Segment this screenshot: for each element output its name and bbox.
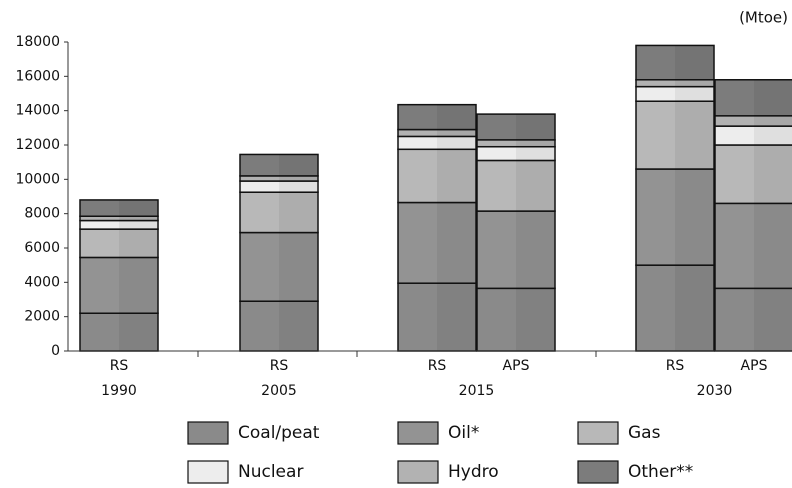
bar-shade (437, 202, 475, 284)
bar-segment (635, 168, 715, 266)
bar-shade (279, 192, 317, 233)
legend-swatch (187, 421, 229, 445)
bar-shade (119, 313, 157, 351)
y-tick-label: 10000 (15, 171, 60, 187)
bar-shade (437, 129, 475, 137)
bar-shade (754, 79, 792, 116)
y-tick-label: 2000 (24, 309, 60, 325)
x-tick-label: RS (666, 358, 685, 374)
bar-shade (754, 288, 792, 351)
bar-shade (119, 257, 157, 314)
bar-shade (516, 146, 554, 161)
legend-label: Other** (628, 462, 693, 482)
bar-shade (119, 216, 157, 221)
bar-shade (279, 301, 317, 351)
bar-segment (635, 100, 715, 170)
bar-segment (397, 201, 477, 284)
legend-swatch (397, 421, 439, 445)
bar-segment (79, 199, 159, 217)
bar-shade (754, 115, 792, 127)
legend-swatch (397, 460, 439, 484)
y-tick-label: 6000 (24, 240, 60, 256)
bar-shade (516, 160, 554, 212)
y-tick-label: 8000 (24, 206, 60, 222)
bar-shade (119, 199, 157, 217)
bar-segment (476, 287, 556, 352)
bar-shade (516, 211, 554, 289)
bar-shade (437, 149, 475, 203)
bar-shade (675, 86, 713, 102)
bar-shade (754, 126, 792, 145)
bar-shade (675, 265, 713, 351)
bar-segment (635, 44, 715, 81)
y-tick-label: 12000 (15, 137, 60, 153)
bar-segment (397, 103, 477, 131)
bar-shade (437, 104, 475, 130)
bar-shade (119, 229, 157, 258)
group-label: 2005 (261, 383, 297, 399)
y-tick-label: 4000 (24, 274, 60, 290)
bar-shade (516, 114, 554, 140)
y-tick-label: 14000 (15, 103, 60, 119)
bar-segment (239, 191, 319, 234)
bar-segment (79, 228, 159, 259)
bar-shade (279, 232, 317, 302)
bar-segment (714, 79, 792, 117)
legend-label: Nuclear (238, 462, 303, 482)
x-tick-label: APS (503, 358, 530, 374)
bar-shade (279, 175, 317, 182)
bar-shade (675, 169, 713, 266)
legend-swatch (577, 460, 619, 484)
bar-segment (397, 148, 477, 204)
bar-shade (754, 203, 792, 289)
group-label: 1990 (101, 383, 137, 399)
bar-shade (437, 283, 475, 351)
y-tick-label: 0 (51, 343, 60, 359)
bar-shade (675, 101, 713, 170)
bar-segment (476, 113, 556, 141)
group-label: 2015 (459, 383, 495, 399)
legend-swatch (577, 421, 619, 445)
bar-shade (279, 181, 317, 193)
bar-segment (714, 144, 792, 205)
legend-label: Coal/peat (238, 423, 320, 443)
x-tick-label: RS (428, 358, 447, 374)
bar-segment (635, 264, 715, 352)
bar-shade (516, 288, 554, 351)
bar-shade (279, 154, 317, 176)
legend-swatch (187, 460, 229, 484)
x-tick-label: APS (741, 358, 768, 374)
unit-label: (Mtoe) (739, 9, 788, 27)
y-tick-label: 16000 (15, 68, 60, 84)
legend-label: Hydro (448, 462, 499, 482)
bar-shade (437, 136, 475, 150)
bar-segment (239, 153, 319, 177)
x-tick-label: RS (110, 358, 129, 374)
legend-label: Oil* (448, 423, 479, 443)
bar-segment (397, 282, 477, 352)
group-label: 2030 (697, 383, 733, 399)
bar-segment (476, 210, 556, 290)
bar-shade (516, 139, 554, 147)
x-tick-label: RS (270, 358, 289, 374)
bar-shade (675, 45, 713, 80)
legend-label: Gas (628, 423, 661, 443)
bar-shade (675, 79, 713, 87)
y-tick-label: 18000 (15, 34, 60, 50)
bar-shade (754, 145, 792, 204)
bar-shade (119, 220, 157, 230)
